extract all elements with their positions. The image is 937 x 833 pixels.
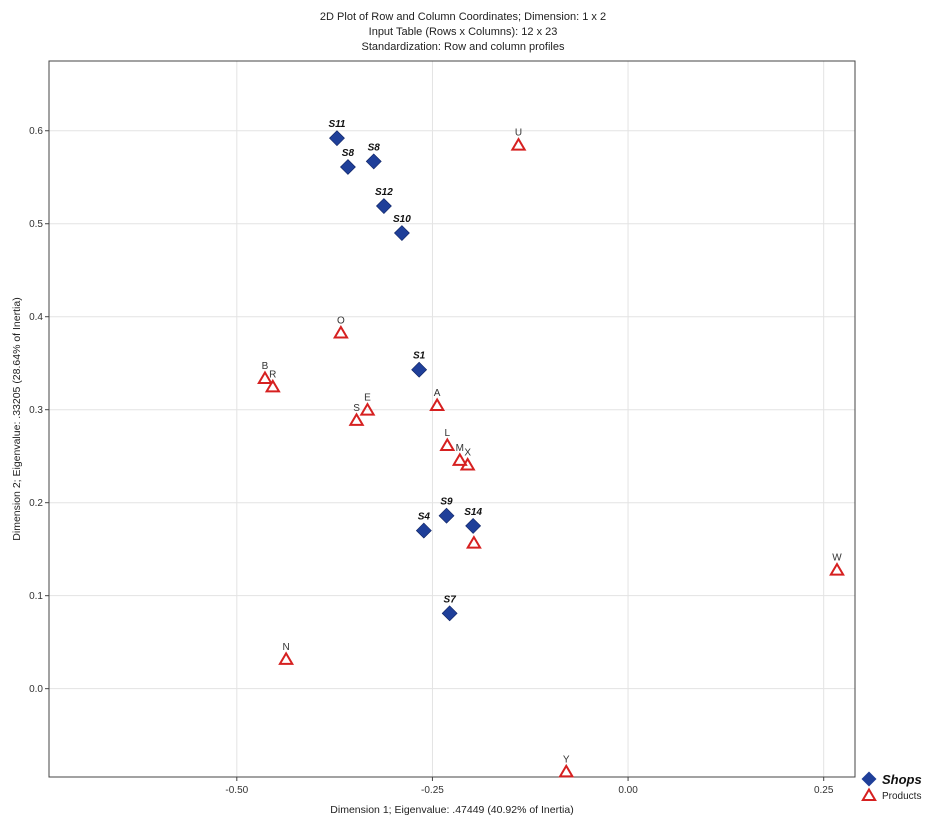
product-point-marker <box>348 412 365 426</box>
product-point-label: B <box>262 361 269 372</box>
x-tick-label: -0.50 <box>225 785 248 796</box>
product-point-label: N <box>282 642 289 653</box>
product-point-marker <box>558 763 575 778</box>
product-point-marker <box>459 457 476 471</box>
shop-point-marker <box>465 518 482 534</box>
product-point-label: Y <box>563 754 570 765</box>
product-point-marker <box>439 437 456 451</box>
product-point-label: X <box>464 447 471 458</box>
legend-products-marker <box>861 787 877 802</box>
shop-point-label: S1 <box>413 351 426 362</box>
product-point-label: R <box>269 369 276 380</box>
product-point-marker <box>264 378 281 393</box>
shop-point-label: S14 <box>464 507 482 518</box>
y-tick-label: 0.0 <box>29 684 43 695</box>
legend-shops-label: Shops <box>882 772 922 787</box>
product-point-marker <box>451 452 468 466</box>
chart-title-line-3: Standardization: Row and column profiles <box>361 41 565 53</box>
chart-title-line-2: Input Table (Rows x Columns): 12 x 23 <box>369 26 558 38</box>
y-tick-label: 0.4 <box>29 312 43 323</box>
product-point-marker <box>359 402 376 416</box>
x-tick-label: 0.00 <box>618 785 638 796</box>
product-point-label: M <box>456 443 464 454</box>
product-point-label: U <box>515 128 522 139</box>
x-axis-label: Dimension 1; Eigenvalue: .47449 (40.92% … <box>330 804 573 816</box>
shop-point-marker <box>411 361 428 378</box>
y-tick-label: 0.2 <box>29 498 43 509</box>
shop-point-label: S10 <box>393 214 411 225</box>
shop-point-label: S11 <box>328 119 345 130</box>
chart-title-line-1: 2D Plot of Row and Column Coordinates; D… <box>320 11 606 23</box>
legend: Shops Products <box>861 771 922 802</box>
shop-point-marker <box>393 225 410 241</box>
shop-point-label: S9 <box>440 497 453 508</box>
product-point-marker <box>829 562 845 576</box>
shop-point-marker <box>375 198 392 214</box>
y-tick-label: 0.6 <box>29 126 43 137</box>
legend-products-label: Products <box>882 791 921 802</box>
shop-point-label: S4 <box>418 512 431 523</box>
product-point-label: L <box>445 428 451 439</box>
shop-point-marker <box>438 507 455 524</box>
data-points: S11 S8 S8 S12 S10 S1 S4 S9 S14 S7 U O BR SE A LM X N W Y <box>257 119 845 778</box>
shop-point-marker <box>415 522 432 539</box>
x-tick-label: 0.25 <box>814 785 834 796</box>
product-point-label: E <box>364 393 371 404</box>
y-tick-label: 0.5 <box>29 219 43 230</box>
axis-ticks: -0.50 -0.25 0.00 0.25 0.0 0.1 0.2 0.3 0.4 0.5 0.6 <box>29 126 834 796</box>
shop-point-label: S8 <box>342 148 355 159</box>
product-point-marker <box>510 137 527 151</box>
product-point-marker <box>257 370 273 385</box>
y-tick-label: 0.1 <box>29 591 43 602</box>
product-point-marker <box>465 535 482 549</box>
shop-point-label: S8 <box>368 142 381 153</box>
x-tick-label: -0.25 <box>421 785 444 796</box>
product-point-label: O <box>337 315 345 326</box>
product-point-marker <box>332 324 349 339</box>
plot-area-frame <box>48 60 856 778</box>
shop-point-label: S7 <box>444 594 457 605</box>
y-axis-label: Dimension 2; Eigenvalue: .33205 (28.64% … <box>11 297 23 540</box>
product-point-label: W <box>832 553 842 564</box>
shop-point-marker <box>365 153 382 170</box>
shop-point-marker <box>329 130 345 147</box>
y-tick-label: 0.3 <box>29 405 43 416</box>
shop-point-marker <box>339 159 356 175</box>
product-point-marker <box>278 651 295 665</box>
legend-shops-marker <box>861 771 877 787</box>
shop-point-label: S12 <box>375 187 393 198</box>
shop-point-marker <box>441 605 458 622</box>
chart-title: 2D Plot of Row and Column Coordinates; D… <box>320 11 606 53</box>
grid <box>49 61 855 777</box>
product-point-label: S <box>353 403 360 414</box>
product-point-label: A <box>434 388 441 399</box>
product-point-marker <box>429 397 446 412</box>
